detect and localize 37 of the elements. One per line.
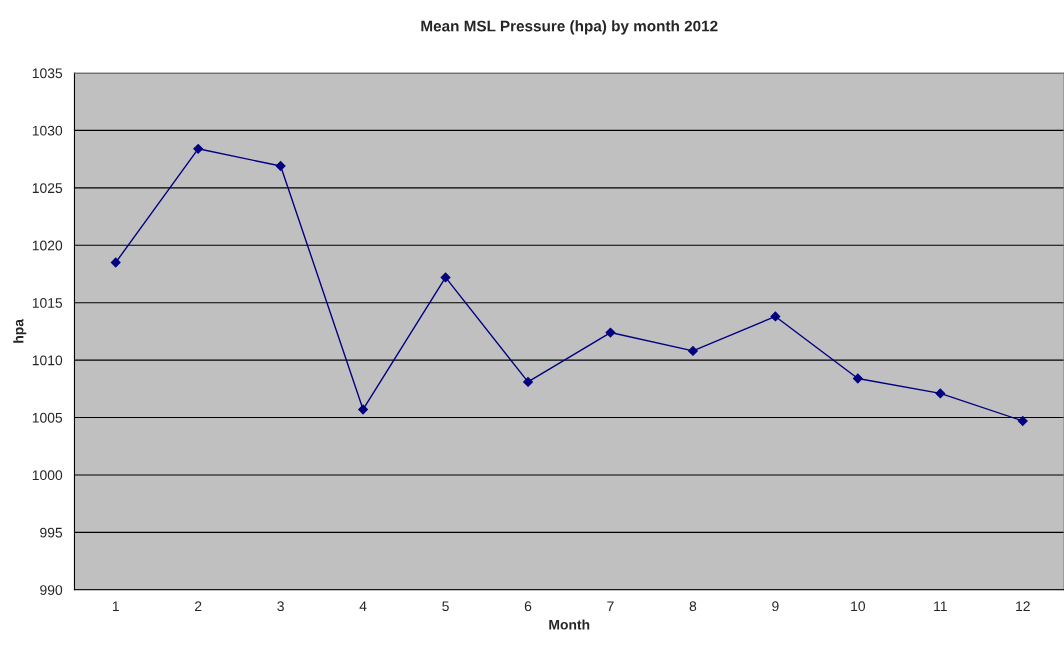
x-axis-title: Month	[549, 619, 590, 630]
point	[358, 404, 369, 415]
y-tick-label: 1035	[32, 68, 63, 79]
point	[1017, 416, 1028, 426]
y-tick-label: 1030	[32, 125, 63, 136]
y-tick-label: 1015	[32, 298, 63, 308]
point	[110, 257, 121, 268]
point	[440, 272, 451, 283]
x-tick-label: 5	[442, 601, 449, 612]
x-tick-label: 2	[195, 601, 202, 611]
x-tick-label: 4	[359, 601, 367, 611]
x-tick-label: 10	[851, 601, 866, 612]
point	[193, 143, 204, 154]
x-tick-label: 7	[607, 601, 614, 611]
point	[605, 327, 616, 338]
point	[523, 376, 533, 387]
x-tick-label: 11	[934, 601, 947, 611]
y-tick-label: 995	[40, 527, 63, 538]
y-tick-label: 1020	[32, 240, 63, 251]
y-tick-label: 990	[40, 585, 63, 595]
x-tick-label: 8	[689, 601, 697, 612]
y-tick-label: 1025	[32, 183, 63, 194]
x-tick-label: 3	[277, 601, 284, 612]
point	[275, 161, 286, 171]
x-tick-label: 1	[112, 601, 119, 611]
x-tick-label: 6	[524, 601, 532, 612]
y-tick-label: 1005	[32, 412, 63, 423]
point	[852, 373, 863, 384]
chart-title: Mean MSL Pressure (hpa) by month 2012	[421, 20, 718, 35]
y-axis-title: hpa	[13, 318, 27, 343]
point	[935, 388, 946, 399]
x-tick-label: 12	[1016, 601, 1030, 611]
point	[687, 345, 698, 356]
point	[770, 311, 781, 322]
x-tick-label: 9	[772, 601, 779, 612]
y-tick-label: 1010	[32, 355, 63, 366]
y-tick-label: 1000	[32, 470, 63, 481]
